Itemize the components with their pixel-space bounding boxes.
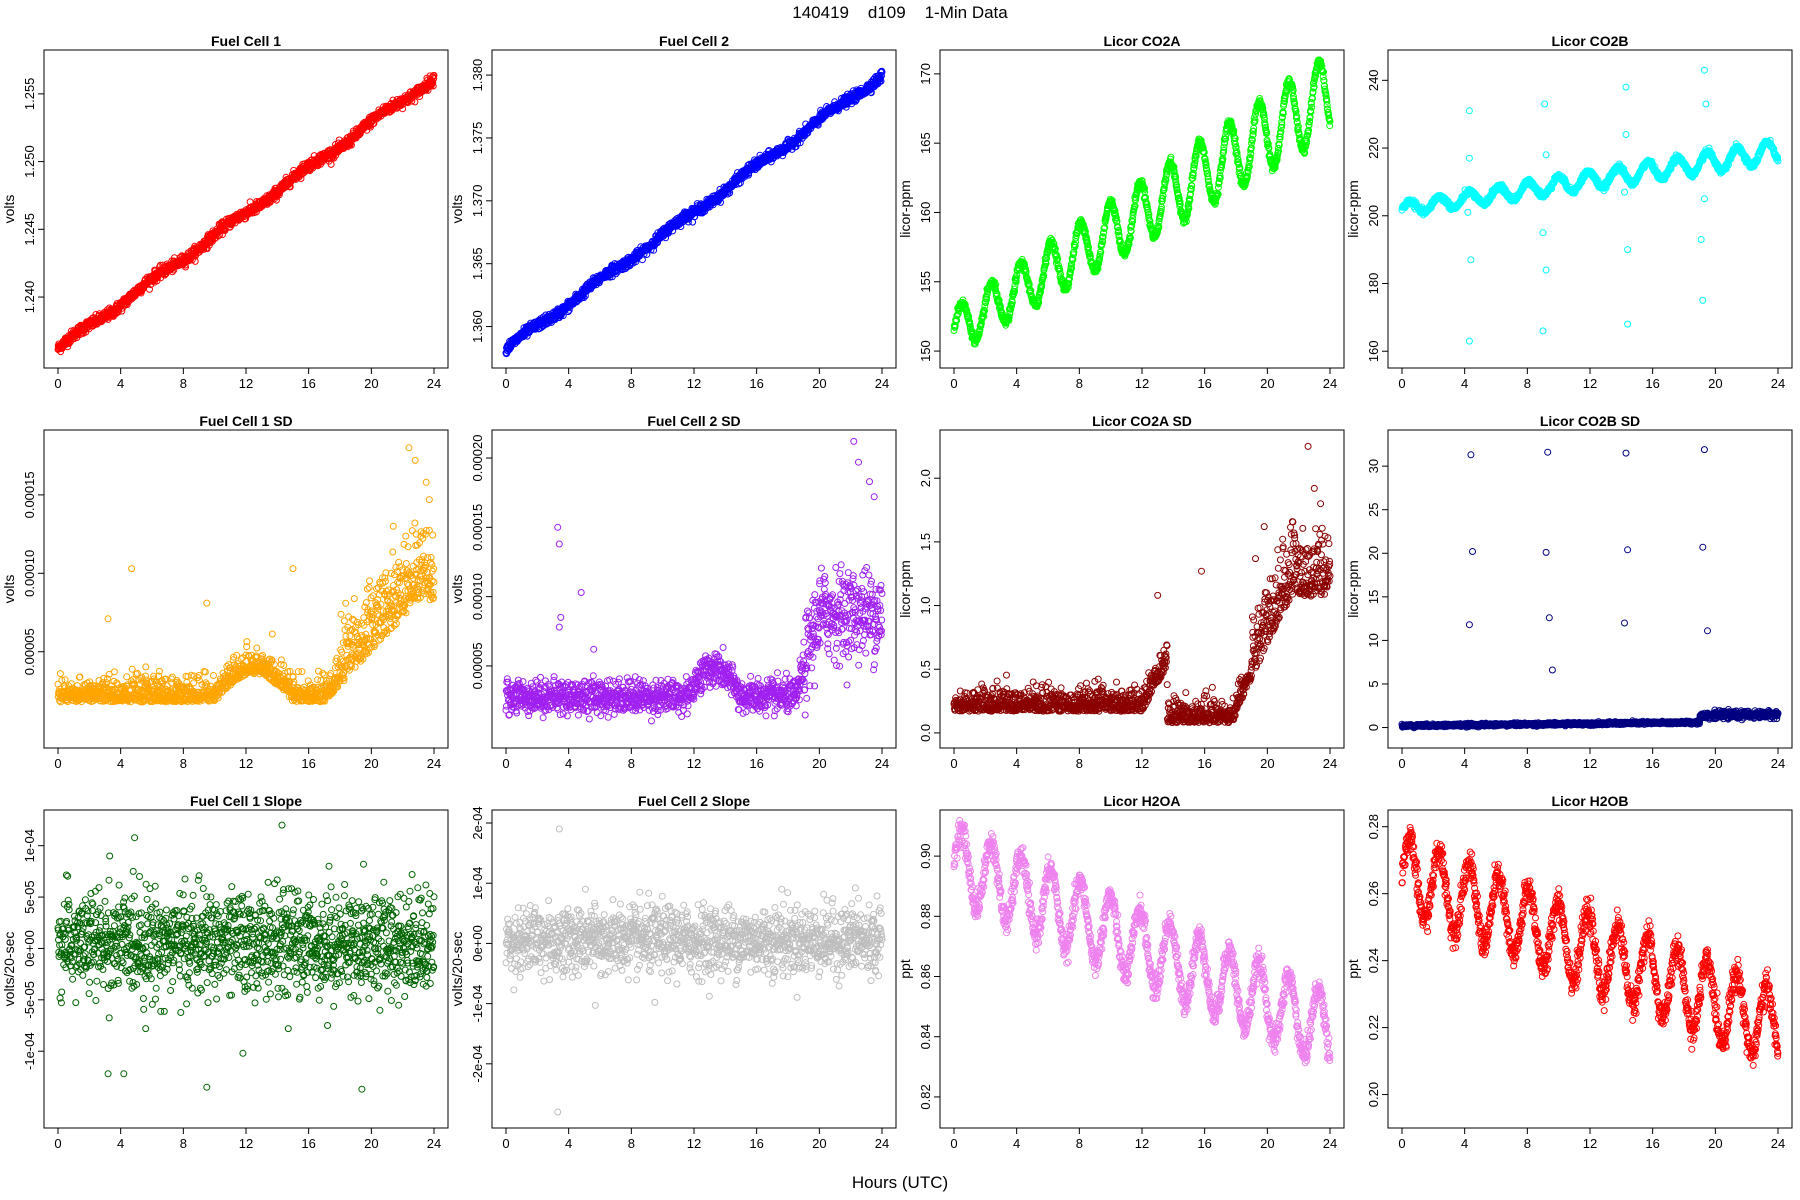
y-tick-label: 220 bbox=[1366, 137, 1381, 159]
x-axis-label: Hours (UTC) bbox=[852, 1173, 948, 1192]
x-tick-label: 4 bbox=[1461, 376, 1468, 391]
x-tick-label: 8 bbox=[628, 376, 635, 391]
series-points bbox=[951, 57, 1333, 347]
y-tick-label: 1.255 bbox=[22, 78, 37, 111]
panel-title: Fuel Cell 2 bbox=[659, 33, 729, 49]
x-tick-label: 4 bbox=[1013, 376, 1020, 391]
x-tick-label: 0 bbox=[54, 376, 61, 391]
y-tick-label: 240 bbox=[1366, 69, 1381, 91]
y-tick-label: 1.365 bbox=[470, 247, 485, 280]
x-tick-label: 8 bbox=[1076, 376, 1083, 391]
y-tick-label: 200 bbox=[1366, 205, 1381, 227]
y-tick-label: 1.250 bbox=[22, 145, 37, 178]
panel-title: Licor CO2A bbox=[1103, 33, 1180, 49]
figure-title: 140419 d109 1-Min Data bbox=[792, 3, 1008, 22]
y-tick-label: 160 bbox=[1366, 340, 1381, 362]
x-tick-label: 16 bbox=[301, 376, 315, 391]
y-tick-label: 160 bbox=[918, 202, 933, 224]
panels: Fuel Cell 1 volts 0 4 8 12 16 20 24 1.240 1.245 1.2… bbox=[1, 33, 1792, 1151]
x-tick-label: 8 bbox=[180, 376, 187, 391]
y-axis-label: volts bbox=[449, 195, 465, 224]
panel-fc2: Fuel Cell 2 volts 0 4 8 12 16 20 24 1.360 1.365 1.3… bbox=[449, 33, 896, 391]
x-tick-label: 24 bbox=[875, 376, 889, 391]
panel-title: Licor CO2B bbox=[1551, 33, 1628, 49]
panel-co2b: Licor CO2B licor-ppm 0 4 8 12 16 20 24 160 180 200 2… bbox=[1345, 33, 1792, 391]
x-tick-label: 20 bbox=[1708, 376, 1722, 391]
x-tick-label: 24 bbox=[1771, 376, 1785, 391]
y-tick-label: 1.370 bbox=[470, 185, 485, 218]
x-tick-label: 12 bbox=[239, 376, 253, 391]
series-points bbox=[55, 72, 437, 354]
x-tick-label: 8 bbox=[1524, 376, 1531, 391]
x-tick-label: 20 bbox=[812, 376, 826, 391]
y-axis-label: volts bbox=[1, 195, 17, 224]
panel-title: Fuel Cell 1 bbox=[211, 33, 281, 49]
x-tick-label: 20 bbox=[364, 376, 378, 391]
y-tick-label: 155 bbox=[918, 271, 933, 293]
panel-co2a: Licor CO2A licor-ppm 0 4 8 12 16 20 24 150 155 160 1… bbox=[897, 33, 1344, 391]
y-axis-label: licor-ppm bbox=[897, 180, 913, 238]
x-tick-label: 0 bbox=[950, 376, 957, 391]
x-tick-label: 16 bbox=[749, 376, 763, 391]
x-tick-label: 4 bbox=[565, 376, 572, 391]
x-tick-label: 16 bbox=[1645, 376, 1659, 391]
x-tick-label: 12 bbox=[687, 376, 701, 391]
y-tick-label: 1.240 bbox=[22, 281, 37, 314]
series-points bbox=[503, 68, 885, 357]
y-tick-label: 165 bbox=[918, 132, 933, 154]
x-tick-label: 0 bbox=[502, 376, 509, 391]
y-tick-label: 180 bbox=[1366, 273, 1381, 295]
x-tick-label: 0 bbox=[1398, 376, 1405, 391]
y-tick-label: 170 bbox=[918, 63, 933, 85]
y-tick-label: 1.245 bbox=[22, 213, 37, 246]
x-tick-label: 12 bbox=[1583, 376, 1597, 391]
y-tick-label: 1.360 bbox=[470, 310, 485, 343]
x-tick-label: 16 bbox=[1197, 376, 1211, 391]
x-tick-label: 4 bbox=[117, 376, 124, 391]
x-tick-label: 24 bbox=[427, 376, 441, 391]
panel-fc1: Fuel Cell 1 volts 0 4 8 12 16 20 24 1.240 1.245 1.2… bbox=[1, 33, 448, 391]
x-tick-label: 12 bbox=[1135, 376, 1149, 391]
y-tick-label: 1.375 bbox=[470, 122, 485, 155]
series-points bbox=[1399, 67, 1781, 344]
x-tick-label: 20 bbox=[1260, 376, 1274, 391]
y-tick-label: 150 bbox=[918, 340, 933, 362]
y-axis-label: licor-ppm bbox=[1345, 180, 1361, 238]
y-tick-label: 1.380 bbox=[470, 59, 485, 92]
x-tick-label: 24 bbox=[1323, 376, 1337, 391]
